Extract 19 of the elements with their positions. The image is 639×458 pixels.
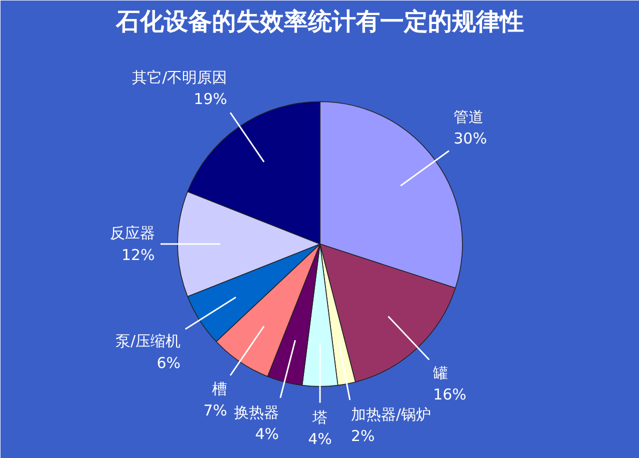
data-label: 7% [203, 402, 228, 420]
data-label: 30% [454, 129, 487, 148]
slice-label: 管道 [454, 108, 484, 126]
slice-label: 罐 [433, 364, 448, 382]
slice-label: 加热器/锅炉 [350, 406, 432, 424]
data-label: 6% [156, 354, 181, 372]
slice-label: 其它/不明原因 [132, 68, 228, 86]
slice-label: 塔 [312, 408, 328, 426]
data-label: 2% [350, 427, 375, 446]
slice-label: 泵/压缩机 [115, 332, 181, 350]
slice-label: 换热器 [234, 403, 279, 422]
data-label: 16% [433, 386, 466, 404]
data-label: 4% [255, 424, 279, 443]
chart-title: 石化设备的失效率统计有一定的规律性 [115, 8, 524, 36]
slice-label: 反应器 [110, 224, 155, 242]
data-label: 4% [308, 430, 332, 448]
data-label: 19% [194, 90, 228, 108]
data-label: 12% [121, 246, 155, 264]
slice-label: 槽 [212, 380, 228, 398]
